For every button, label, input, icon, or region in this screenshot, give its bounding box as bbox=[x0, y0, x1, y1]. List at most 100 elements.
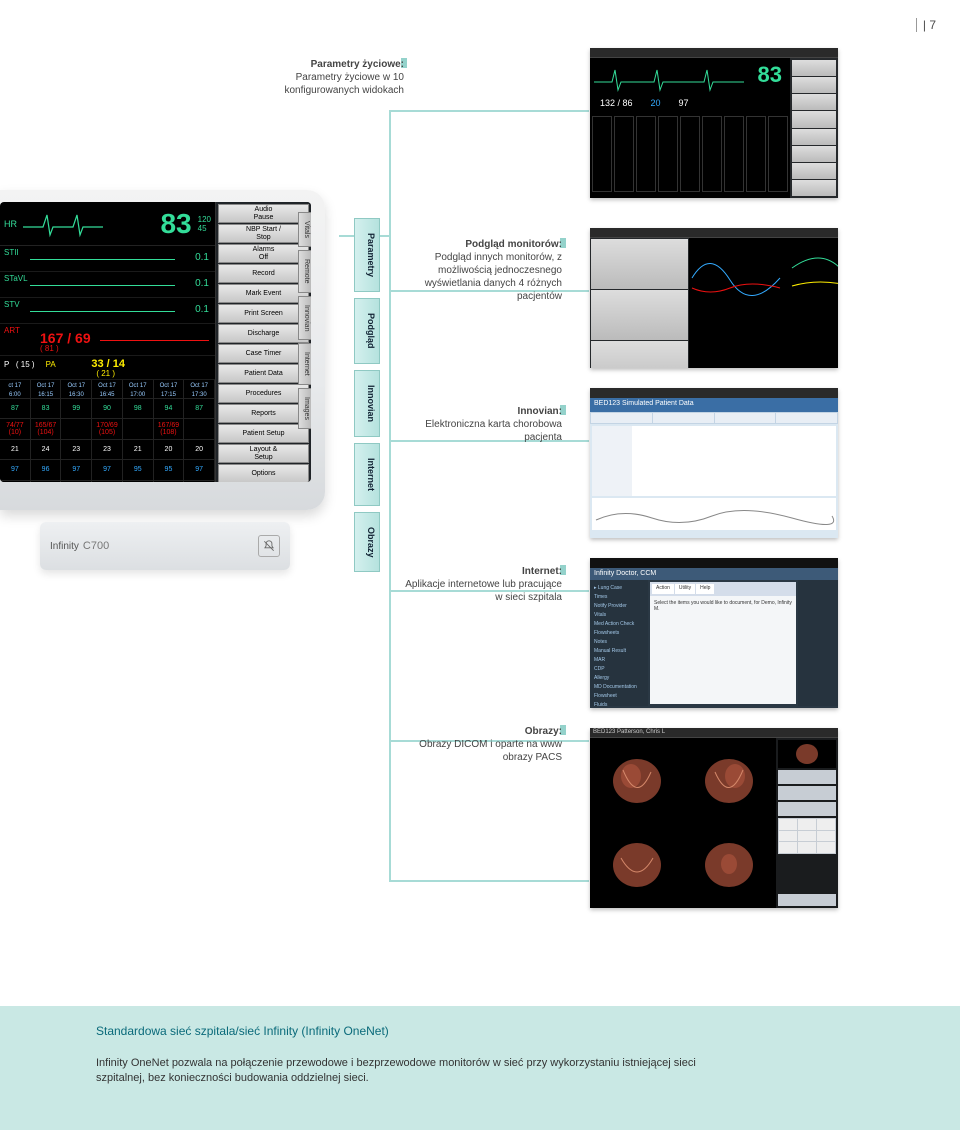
monitor-button-column: AudioPauseNBP Start /StopAlarmsOffRecord… bbox=[215, 202, 311, 482]
callout-innovian: Innovian: Elektroniczna karta chorobowa … bbox=[402, 405, 562, 444]
ecg-row: STII0.1 bbox=[0, 246, 215, 272]
alarm-silence-icon bbox=[258, 535, 280, 557]
monitor-model: C700 bbox=[83, 540, 109, 552]
connector-line bbox=[389, 880, 589, 882]
trend-header-cell: ct 176:00 bbox=[0, 380, 31, 398]
trend-cell bbox=[123, 419, 154, 438]
menu-button[interactable]: Patient Setup bbox=[218, 424, 309, 443]
feature-tabs: Parametry Podgląd Innovian Internet Obrazy bbox=[354, 218, 380, 572]
trend-cell: 97 bbox=[0, 460, 31, 479]
thumb-internet: Infinity Doctor, CCM ▸ Lung CaseTimesNot… bbox=[590, 558, 838, 708]
connector-line bbox=[389, 110, 589, 112]
monitor-brand: Infinity bbox=[50, 541, 79, 552]
trend-cell: 98 bbox=[123, 399, 154, 418]
trend-cell: 20 bbox=[184, 440, 215, 459]
ecg-row: STaVL0.1 bbox=[0, 272, 215, 298]
images-patient: BED123 Patterson, Chris L bbox=[590, 728, 838, 738]
menu-button[interactable]: AlarmsOff bbox=[218, 244, 309, 263]
monitor-frame: HR 83 12045 STII0.1STaVL0.1STV0.1 ART 16… bbox=[0, 190, 325, 510]
monitor-device: HR 83 12045 STII0.1STaVL0.1STV0.1 ART 16… bbox=[0, 190, 325, 570]
menu-button[interactable]: Options bbox=[218, 464, 309, 482]
trend-cell: 87 bbox=[184, 399, 215, 418]
trend-cell: 165/67 (104) bbox=[31, 419, 62, 438]
trend-row: 74/77 (10)165/67 (104)170/69 (105)167/69… bbox=[0, 418, 215, 438]
trend-row: 87839990989487 bbox=[0, 398, 215, 418]
feature-tab[interactable]: Obrazy bbox=[354, 512, 380, 573]
thumb-images: BED123 Patterson, Chris L D-1139-2009 bbox=[590, 728, 838, 908]
art-sub: ( 81 ) bbox=[40, 344, 59, 353]
thumb-temp: 20 bbox=[651, 98, 661, 114]
side-tab[interactable]: Innovian bbox=[298, 296, 311, 340]
side-tab[interactable]: Images bbox=[298, 388, 311, 429]
trend-row: 0.10.20.10.10.10.20.1 bbox=[0, 480, 215, 482]
trend-cell: 97 bbox=[92, 460, 123, 479]
trend-cell: 90 bbox=[92, 399, 123, 418]
menu-button[interactable]: Print Screen bbox=[218, 304, 309, 323]
thumb-remote: D-1136-2009 bbox=[590, 228, 838, 368]
side-tabs: Vitals Remote Innovian Internet Images bbox=[298, 212, 311, 429]
menu-button[interactable]: Case Timer bbox=[218, 344, 309, 363]
trend-header-cell: Oct 1717:30 bbox=[184, 380, 215, 398]
trend-header-cell: Oct 1717:15 bbox=[154, 380, 185, 398]
feature-tab[interactable]: Internet bbox=[354, 443, 380, 506]
trend-cell: 21 bbox=[0, 440, 31, 459]
feature-tab[interactable]: Innovian bbox=[354, 370, 380, 437]
thumb-innovian: BED123 Simulated Patient Data D-1137-200… bbox=[590, 388, 838, 538]
menu-button[interactable]: Discharge bbox=[218, 324, 309, 343]
menu-button[interactable]: Patient Data bbox=[218, 364, 309, 383]
menu-button[interactable]: Mark Event bbox=[218, 284, 309, 303]
menu-button[interactable]: Reports bbox=[218, 404, 309, 423]
p-label: P ( 15 ) PA bbox=[4, 360, 56, 369]
ecg-row: STV0.1 bbox=[0, 298, 215, 324]
trend-body: 8783999098948774/77 (10)165/67 (104)170/… bbox=[0, 398, 215, 482]
trend-cell: 0.1 bbox=[0, 481, 31, 482]
menu-button[interactable]: Procedures bbox=[218, 384, 309, 403]
side-tab[interactable]: Vitals bbox=[298, 212, 311, 247]
innovian-title: BED123 Simulated Patient Data bbox=[590, 398, 838, 412]
trend-cell: 97 bbox=[184, 460, 215, 479]
thumb-vitals: 83 132 / 86 20 97 D- bbox=[590, 48, 838, 198]
trend-header-cell: Oct 1716:45 bbox=[92, 380, 123, 398]
side-tab[interactable]: Remote bbox=[298, 250, 311, 293]
trend-header-cell: Oct 1716:15 bbox=[31, 380, 62, 398]
trend-cell: 94 bbox=[154, 399, 185, 418]
trend-cell: 96 bbox=[31, 460, 62, 479]
trend-cell: 24 bbox=[31, 440, 62, 459]
trend-header: ct 176:00Oct 1716:15Oct 1716:30Oct 1716:… bbox=[0, 380, 215, 398]
art-wave bbox=[100, 340, 209, 341]
hr-row: HR 83 12045 bbox=[0, 202, 215, 246]
p-row: P ( 15 ) PA 33 / 14 ( 21 ) bbox=[0, 356, 215, 380]
trend-cell: 0.1 bbox=[61, 481, 92, 482]
trend-grid: ct 176:00Oct 1716:15Oct 1716:30Oct 1716:… bbox=[0, 380, 215, 482]
thumb-hr-value: 83 bbox=[758, 62, 782, 88]
trend-cell bbox=[184, 419, 215, 438]
footer-bar: Standardowa sieć szpitala/sieć Infinity … bbox=[0, 1006, 960, 1130]
art-label: ART bbox=[4, 326, 20, 335]
trend-cell: 0.1 bbox=[184, 481, 215, 482]
feature-tab[interactable]: Podgląd bbox=[354, 298, 380, 364]
feature-tab[interactable]: Parametry bbox=[354, 218, 380, 292]
callout-images: Obrazy: Obrazy DICOM i oparte na www obr… bbox=[402, 725, 562, 764]
connector-line bbox=[389, 110, 391, 880]
menu-button[interactable]: AudioPause bbox=[218, 204, 309, 223]
trend-cell: 0.1 bbox=[92, 481, 123, 482]
menu-button[interactable]: NBP Start /Stop bbox=[218, 224, 309, 243]
trend-cell: 87 bbox=[0, 399, 31, 418]
trend-cell: 74/77 (10) bbox=[0, 419, 31, 438]
footer-body: Infinity OneNet pozwala na połączenie pr… bbox=[96, 1056, 736, 1086]
menu-button[interactable]: Layout &Setup bbox=[218, 444, 309, 463]
trend-cell: 0.1 bbox=[123, 481, 154, 482]
trend-cell: 167/69 (108) bbox=[154, 419, 185, 438]
trend-cell: 23 bbox=[61, 440, 92, 459]
callout-remote: Podgląd monitorów: Podgląd innych monito… bbox=[402, 238, 562, 303]
menu-button[interactable]: Record bbox=[218, 264, 309, 283]
trend-cell: 95 bbox=[123, 460, 154, 479]
art-row: ART 167 / 69 ( 81 ) bbox=[0, 324, 215, 356]
trend-header-cell: Oct 1717:00 bbox=[123, 380, 154, 398]
trend-cell bbox=[61, 419, 92, 438]
side-tab[interactable]: Internet bbox=[298, 343, 311, 385]
hr-limits: 12045 bbox=[198, 215, 211, 233]
trend-row: 97969797959597 bbox=[0, 459, 215, 479]
trend-cell: 0.2 bbox=[154, 481, 185, 482]
trend-cell: 21 bbox=[123, 440, 154, 459]
